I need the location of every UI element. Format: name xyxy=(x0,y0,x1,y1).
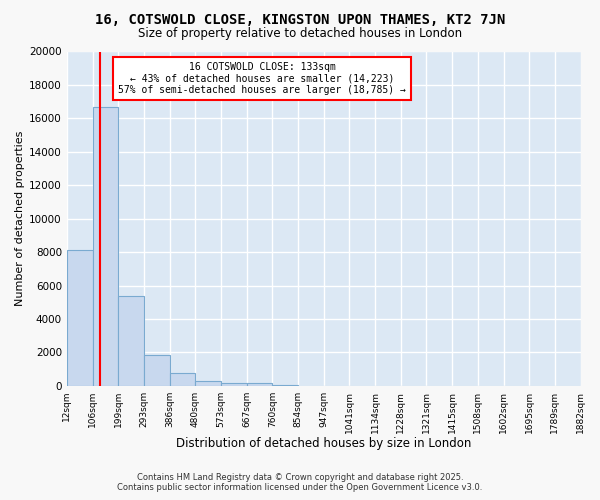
X-axis label: Distribution of detached houses by size in London: Distribution of detached houses by size … xyxy=(176,437,472,450)
Bar xyxy=(144,355,170,386)
Bar xyxy=(247,384,272,386)
Bar xyxy=(196,381,221,386)
Text: 16, COTSWOLD CLOSE, KINGSTON UPON THAMES, KT2 7JN: 16, COTSWOLD CLOSE, KINGSTON UPON THAMES… xyxy=(95,12,505,26)
Y-axis label: Number of detached properties: Number of detached properties xyxy=(15,131,25,306)
Bar xyxy=(221,382,247,386)
Text: Contains HM Land Registry data © Crown copyright and database right 2025.
Contai: Contains HM Land Registry data © Crown c… xyxy=(118,473,482,492)
Bar xyxy=(67,250,92,386)
Text: Size of property relative to detached houses in London: Size of property relative to detached ho… xyxy=(138,28,462,40)
Bar xyxy=(92,106,118,386)
Bar xyxy=(118,296,144,386)
Bar xyxy=(170,374,196,386)
Bar xyxy=(272,385,298,386)
Text: 16 COTSWOLD CLOSE: 133sqm
← 43% of detached houses are smaller (14,223)
57% of s: 16 COTSWOLD CLOSE: 133sqm ← 43% of detac… xyxy=(118,62,406,94)
